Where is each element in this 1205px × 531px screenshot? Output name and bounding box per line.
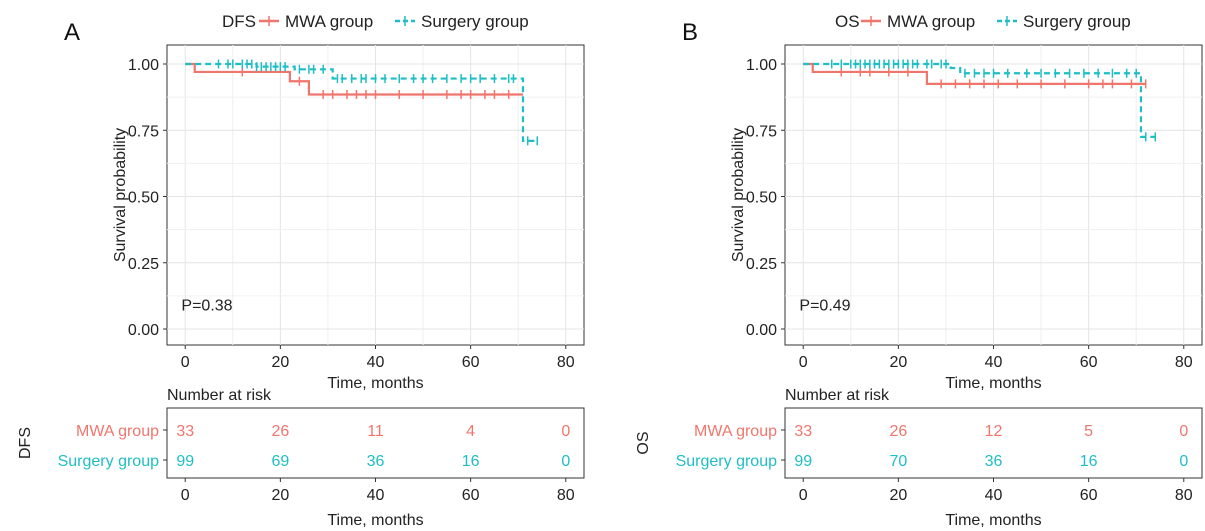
panel-label-a: A — [64, 19, 80, 46]
risk-row-label: Surgery group — [676, 453, 777, 470]
legend-title: OS — [835, 12, 860, 31]
panel-label-b: B — [682, 19, 698, 46]
risk-count: 26 — [889, 423, 907, 440]
survival-curve — [803, 62, 1156, 138]
legend-a: DFS MWA group Surgery group — [222, 12, 529, 31]
risk-count: 0 — [1179, 423, 1188, 440]
series-mwa — [803, 62, 1147, 89]
risk-count: 70 — [889, 453, 907, 470]
risk-count: 16 — [1080, 453, 1098, 470]
y-tick-label: 0.50 — [128, 190, 159, 207]
risk-y-axis-label: OS — [635, 431, 652, 454]
x-tick-label: 0 — [181, 354, 190, 371]
risk-x-tick-label: 60 — [462, 487, 480, 504]
risk-x-tick-label: 40 — [985, 487, 1003, 504]
risk-x-tick-label: 20 — [889, 487, 907, 504]
legend-mwa-label: MWA group — [887, 12, 975, 31]
y-tick-label: 0.75 — [128, 123, 159, 140]
risk-table-frame — [166, 407, 585, 479]
risk-row-label: Surgery group — [58, 453, 159, 470]
risk-count: 36 — [985, 453, 1003, 470]
risk-x-tick-label: 60 — [1080, 487, 1098, 504]
km-plot-a: A DFS MWA group Surgery group 0.00 0.25 0.50 0.… — [17, 12, 585, 529]
risk-count: 16 — [462, 453, 480, 470]
risk-x-tick-label: 0 — [181, 487, 190, 504]
risk-count: 69 — [271, 453, 289, 470]
x-tick-label: 0 — [799, 354, 808, 371]
risk-count: 5 — [1084, 423, 1093, 440]
km-plot-b: B OS MWA group Surgery group 0.00 0.25 0.50 0.7… — [635, 12, 1203, 529]
survival-curve — [185, 62, 523, 96]
y-tick-label: 0.50 — [746, 190, 777, 207]
x-tick-label: 60 — [462, 354, 480, 371]
y-tick-label: 1.00 — [128, 57, 159, 74]
risk-count: 33 — [794, 423, 812, 440]
risk-row-label: MWA group — [76, 423, 159, 440]
x-axis-label: Time, months — [945, 375, 1041, 392]
risk-count: 0 — [561, 423, 570, 440]
legend-b: OS MWA group Surgery group — [835, 12, 1131, 31]
legend-title: DFS — [222, 12, 256, 31]
risk-count: 36 — [367, 453, 385, 470]
p-value-text: P=0.49 — [799, 297, 850, 314]
x-tick-label: 40 — [985, 354, 1003, 371]
risk-table-title: Number at risk — [785, 387, 890, 404]
series-surgery — [185, 59, 538, 146]
x-tick-label: 60 — [1080, 354, 1098, 371]
y-tick-label: 0.25 — [128, 256, 159, 273]
y-axis-label: Survival probability — [112, 128, 129, 262]
y-tick-label: 0.00 — [128, 322, 159, 339]
x-axis-label: Time, months — [327, 375, 423, 392]
risk-count: 11 — [367, 423, 384, 440]
risk-x-axis-label: Time, months — [327, 512, 423, 529]
risk-x-axis-label: Time, months — [945, 512, 1041, 529]
risk-count: 33 — [176, 423, 194, 440]
risk-x-tick-label: 20 — [271, 487, 289, 504]
risk-table-b: Number at risk MWA group 33 26 12 5 0 Surgery g… — [635, 387, 1203, 529]
y-tick-label: 0.25 — [746, 256, 777, 273]
risk-row-label: MWA group — [694, 423, 777, 440]
risk-x-tick-label: 40 — [367, 487, 385, 504]
series-mwa — [185, 62, 523, 99]
x-tick-label: 40 — [367, 354, 385, 371]
risk-y-axis-label: DFS — [17, 427, 34, 459]
y-axis-label: Survival probability — [730, 128, 747, 262]
risk-x-tick-label: 80 — [1175, 487, 1193, 504]
risk-count: 0 — [561, 453, 570, 470]
x-tick-label: 20 — [889, 354, 907, 371]
risk-count: 99 — [794, 453, 812, 470]
risk-x-tick-label: 80 — [557, 487, 575, 504]
series-surgery — [803, 59, 1156, 142]
x-tick-label: 80 — [1175, 354, 1193, 371]
risk-count: 4 — [466, 423, 475, 440]
risk-count: 0 — [1179, 453, 1188, 470]
risk-count: 99 — [176, 453, 194, 470]
plot-area-b — [784, 44, 1203, 346]
risk-table-frame — [784, 407, 1203, 479]
y-tick-label: 1.00 — [746, 57, 777, 74]
p-value-text: P=0.38 — [181, 297, 232, 314]
legend-surgery-label: Surgery group — [421, 12, 529, 31]
risk-x-tick-label: 0 — [799, 487, 808, 504]
y-tick-label: 0.00 — [746, 322, 777, 339]
x-tick-label: 80 — [557, 354, 575, 371]
risk-count: 12 — [985, 423, 1003, 440]
x-tick-label: 20 — [271, 354, 289, 371]
risk-table-title: Number at risk — [167, 387, 272, 404]
panel-b: B OS MWA group Surgery group 0.00 0.25 0.50 0.7… — [618, 0, 1205, 531]
panel-a: A DFS MWA group Surgery group 0.00 0.25 0.50 0.… — [0, 0, 600, 531]
legend-surgery-label: Surgery group — [1023, 12, 1131, 31]
legend-mwa-label: MWA group — [285, 12, 373, 31]
y-tick-label: 0.75 — [746, 123, 777, 140]
risk-count: 26 — [271, 423, 289, 440]
